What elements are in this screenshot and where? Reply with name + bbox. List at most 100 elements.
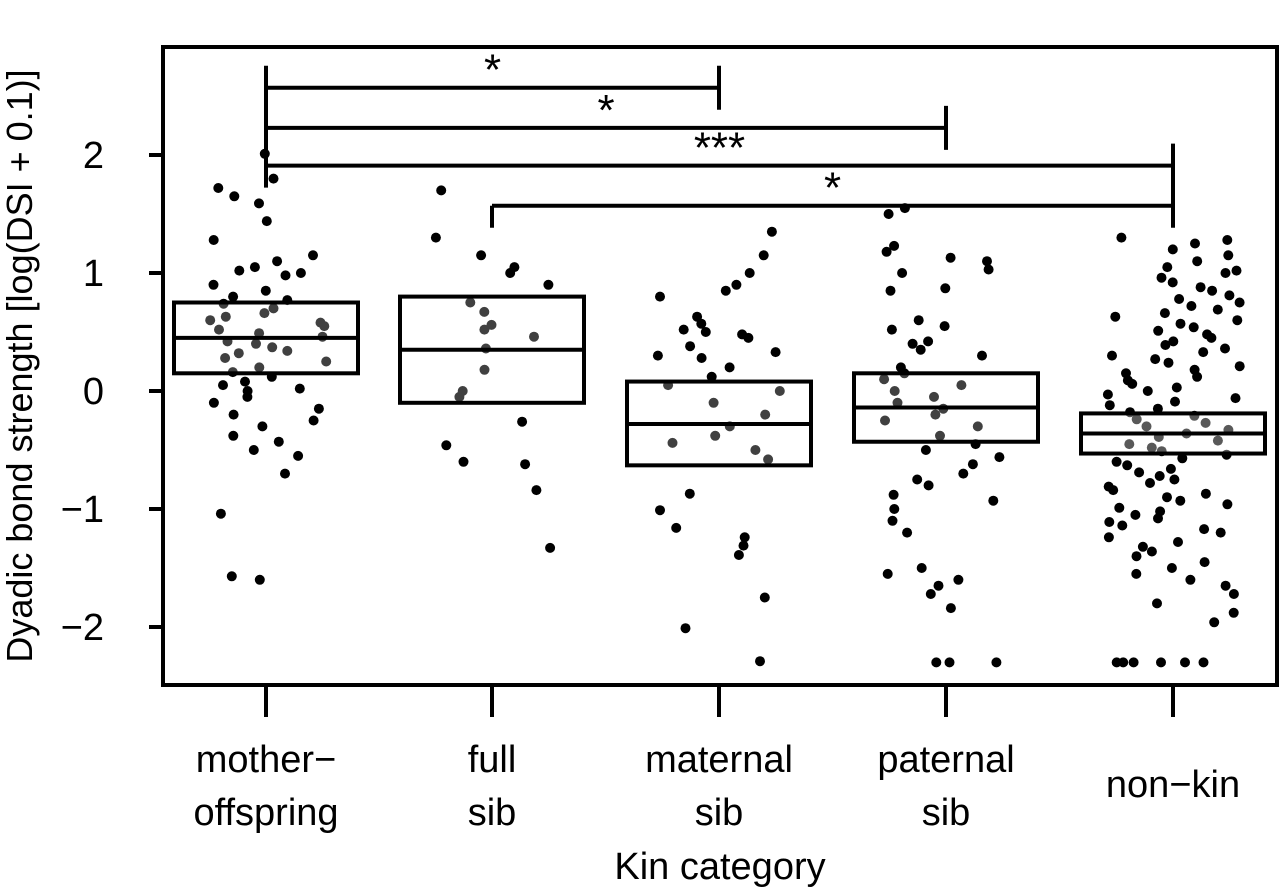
data-point: [1223, 250, 1234, 261]
data-point: [1220, 580, 1231, 591]
data-point: [889, 386, 900, 396]
data-point: [1162, 262, 1173, 273]
data-point: [882, 568, 893, 579]
data-point: [280, 468, 290, 479]
data-point: [700, 327, 711, 337]
data-point: [1220, 268, 1231, 278]
data-point: [880, 415, 890, 426]
data-point: [1168, 336, 1179, 347]
data-point: [321, 356, 332, 367]
data-point: [892, 397, 903, 408]
data-point: [897, 268, 908, 278]
data-point: [1180, 657, 1190, 668]
data-point: [710, 430, 721, 441]
data-point: [1174, 294, 1185, 304]
x-tick-label: sib: [468, 792, 517, 834]
data-point: [205, 315, 216, 326]
data-point: [1212, 304, 1223, 315]
data-point: [912, 474, 923, 485]
data-point: [902, 527, 913, 538]
data-point: [706, 371, 717, 382]
data-point: [945, 603, 956, 614]
data-point: [671, 522, 682, 533]
data-point: [720, 285, 731, 296]
data-point: [766, 226, 777, 237]
data-point: [294, 383, 305, 394]
data-point: [280, 270, 291, 281]
data-point: [1154, 471, 1165, 481]
data-point: [685, 341, 696, 352]
data-point: [1206, 332, 1217, 343]
data-point: [240, 376, 250, 387]
data-point: [1159, 308, 1170, 319]
boxes: [172, 294, 1267, 468]
data-point: [1192, 256, 1203, 267]
data-point: [1104, 400, 1115, 411]
data-point: [267, 342, 278, 353]
data-point: [680, 623, 691, 634]
data-point: [1175, 495, 1186, 506]
data-point: [743, 332, 754, 343]
data-point: [254, 198, 264, 209]
data-point: [945, 252, 956, 263]
y-tick-label: 2: [83, 135, 104, 177]
data-point: [1116, 232, 1127, 243]
data-point: [1232, 315, 1243, 326]
data-point: [1190, 238, 1200, 249]
sig-label-2: ***: [694, 124, 745, 173]
data-point: [915, 344, 926, 355]
data-point: [667, 437, 678, 448]
data-point: [1153, 513, 1163, 524]
data-point: [1230, 393, 1241, 404]
data-point: [958, 468, 969, 479]
data-point: [465, 297, 476, 308]
data-point: [883, 209, 894, 219]
data-point: [763, 454, 774, 465]
data-point: [1169, 474, 1180, 485]
data-point: [977, 350, 987, 361]
data-point: [1152, 598, 1162, 609]
data-point: [441, 440, 452, 451]
data-point: [1177, 453, 1188, 464]
data-point: [1167, 244, 1178, 255]
data-point: [770, 347, 781, 358]
data-point: [939, 321, 950, 332]
data-point: [1114, 502, 1125, 513]
data-point: [1146, 546, 1157, 557]
data-point: [1131, 568, 1142, 579]
data-point: [755, 656, 765, 667]
data-point: [531, 485, 542, 496]
data-point: [678, 324, 689, 335]
data-point: [234, 265, 245, 276]
data-point: [228, 430, 239, 441]
data-point: [1199, 524, 1210, 535]
data-point: [1163, 357, 1174, 368]
data-point: [1222, 499, 1233, 510]
data-point: [724, 362, 735, 373]
data-point: [273, 436, 284, 447]
data-point: [251, 338, 261, 349]
data-point: [1234, 297, 1245, 308]
x-tick-label: mother−: [196, 739, 336, 781]
y-tick-label: −1: [61, 489, 104, 531]
data-point: [655, 505, 665, 516]
data-point: [887, 515, 898, 526]
data-point: [1234, 361, 1245, 372]
data-point: [228, 291, 239, 302]
data-point: [1185, 574, 1196, 585]
data-point: [1215, 527, 1226, 538]
data-point: [545, 542, 556, 553]
data-point: [1231, 265, 1242, 276]
data-point: [1198, 657, 1209, 668]
data-point: [479, 324, 490, 335]
data-point: [739, 532, 750, 543]
data-point: [220, 353, 231, 363]
data-point: [479, 364, 490, 375]
data-point: [208, 235, 219, 245]
data-point: [1103, 532, 1114, 543]
data-point: [268, 303, 279, 314]
data-point: [1108, 485, 1119, 496]
x-axis-label: Kin category: [614, 846, 825, 888]
data-point: [479, 306, 490, 317]
